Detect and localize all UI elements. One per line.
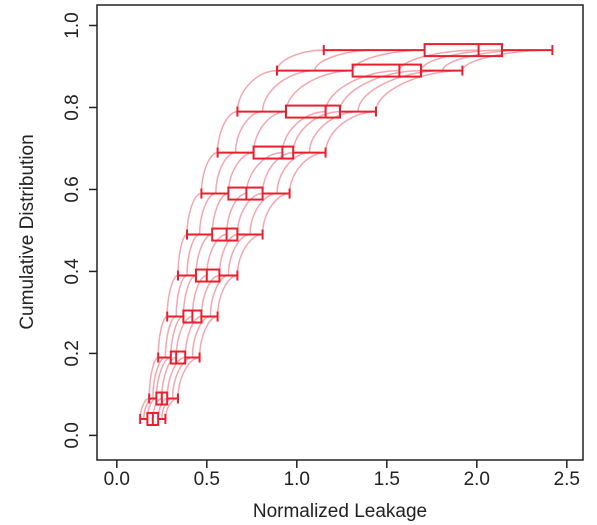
- box: [351, 63, 423, 78]
- cdf-curve: [161, 49, 528, 420]
- x-tick-label: 1.0: [284, 469, 310, 490]
- box: [252, 145, 295, 160]
- cdf-curve: [152, 49, 479, 420]
- box: [169, 350, 187, 365]
- box: [285, 104, 341, 119]
- y-tick-label: 0.2: [62, 340, 83, 366]
- y-tick-label: 0.6: [62, 176, 83, 202]
- x-tick-label: 2.0: [464, 469, 490, 490]
- plot-frame: [96, 4, 584, 461]
- box: [423, 43, 504, 58]
- x-tick-label: 2.5: [554, 469, 580, 490]
- x-axis-label: Normalized Leakage: [253, 501, 427, 522]
- x-tick-label: 0.5: [194, 469, 220, 490]
- cdf-curve: [146, 49, 425, 420]
- cdf-curve: [157, 49, 503, 420]
- box: [211, 227, 239, 242]
- y-tick-label: 1.0: [62, 12, 83, 38]
- y-tick-label: 0.8: [62, 94, 83, 120]
- y-axis-label: Cumulative Distribution: [17, 134, 38, 329]
- y-tick-label: 0.4: [62, 258, 83, 285]
- x-tick-label: 0.0: [104, 469, 130, 490]
- y-tick-label: 0.0: [62, 422, 83, 448]
- x-tick-label: 1.5: [374, 469, 400, 490]
